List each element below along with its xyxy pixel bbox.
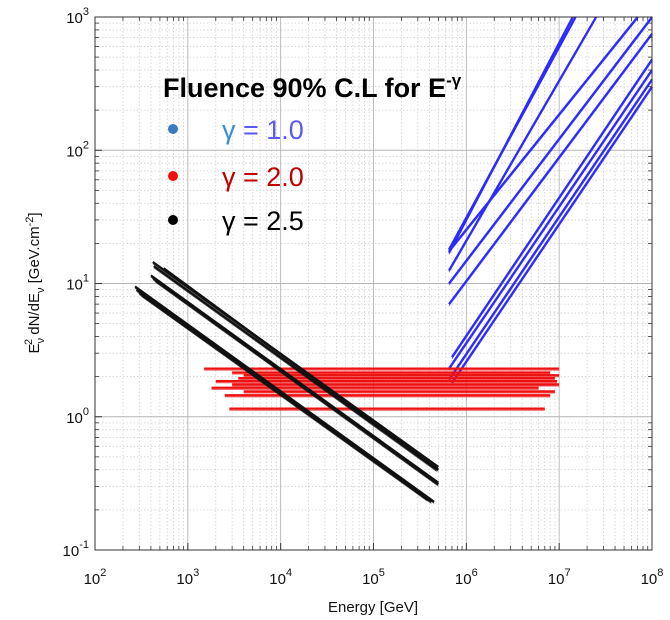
x-axis-title: Energy [GeV] (328, 599, 418, 616)
legend-marker-gamma-1 (168, 124, 178, 134)
legend-label-gamma-2: γ = 2.0 (222, 162, 304, 192)
legend-marker-gamma-2-5 (168, 215, 178, 225)
legend-title: Fluence 90% C.L for E-γ (163, 71, 462, 103)
legend-label-gamma-1: γ = 1.0 (222, 115, 304, 145)
legend-label-gamma-2-5: γ = 2.5 (222, 206, 304, 236)
legend-marker-gamma-2 (168, 171, 178, 181)
